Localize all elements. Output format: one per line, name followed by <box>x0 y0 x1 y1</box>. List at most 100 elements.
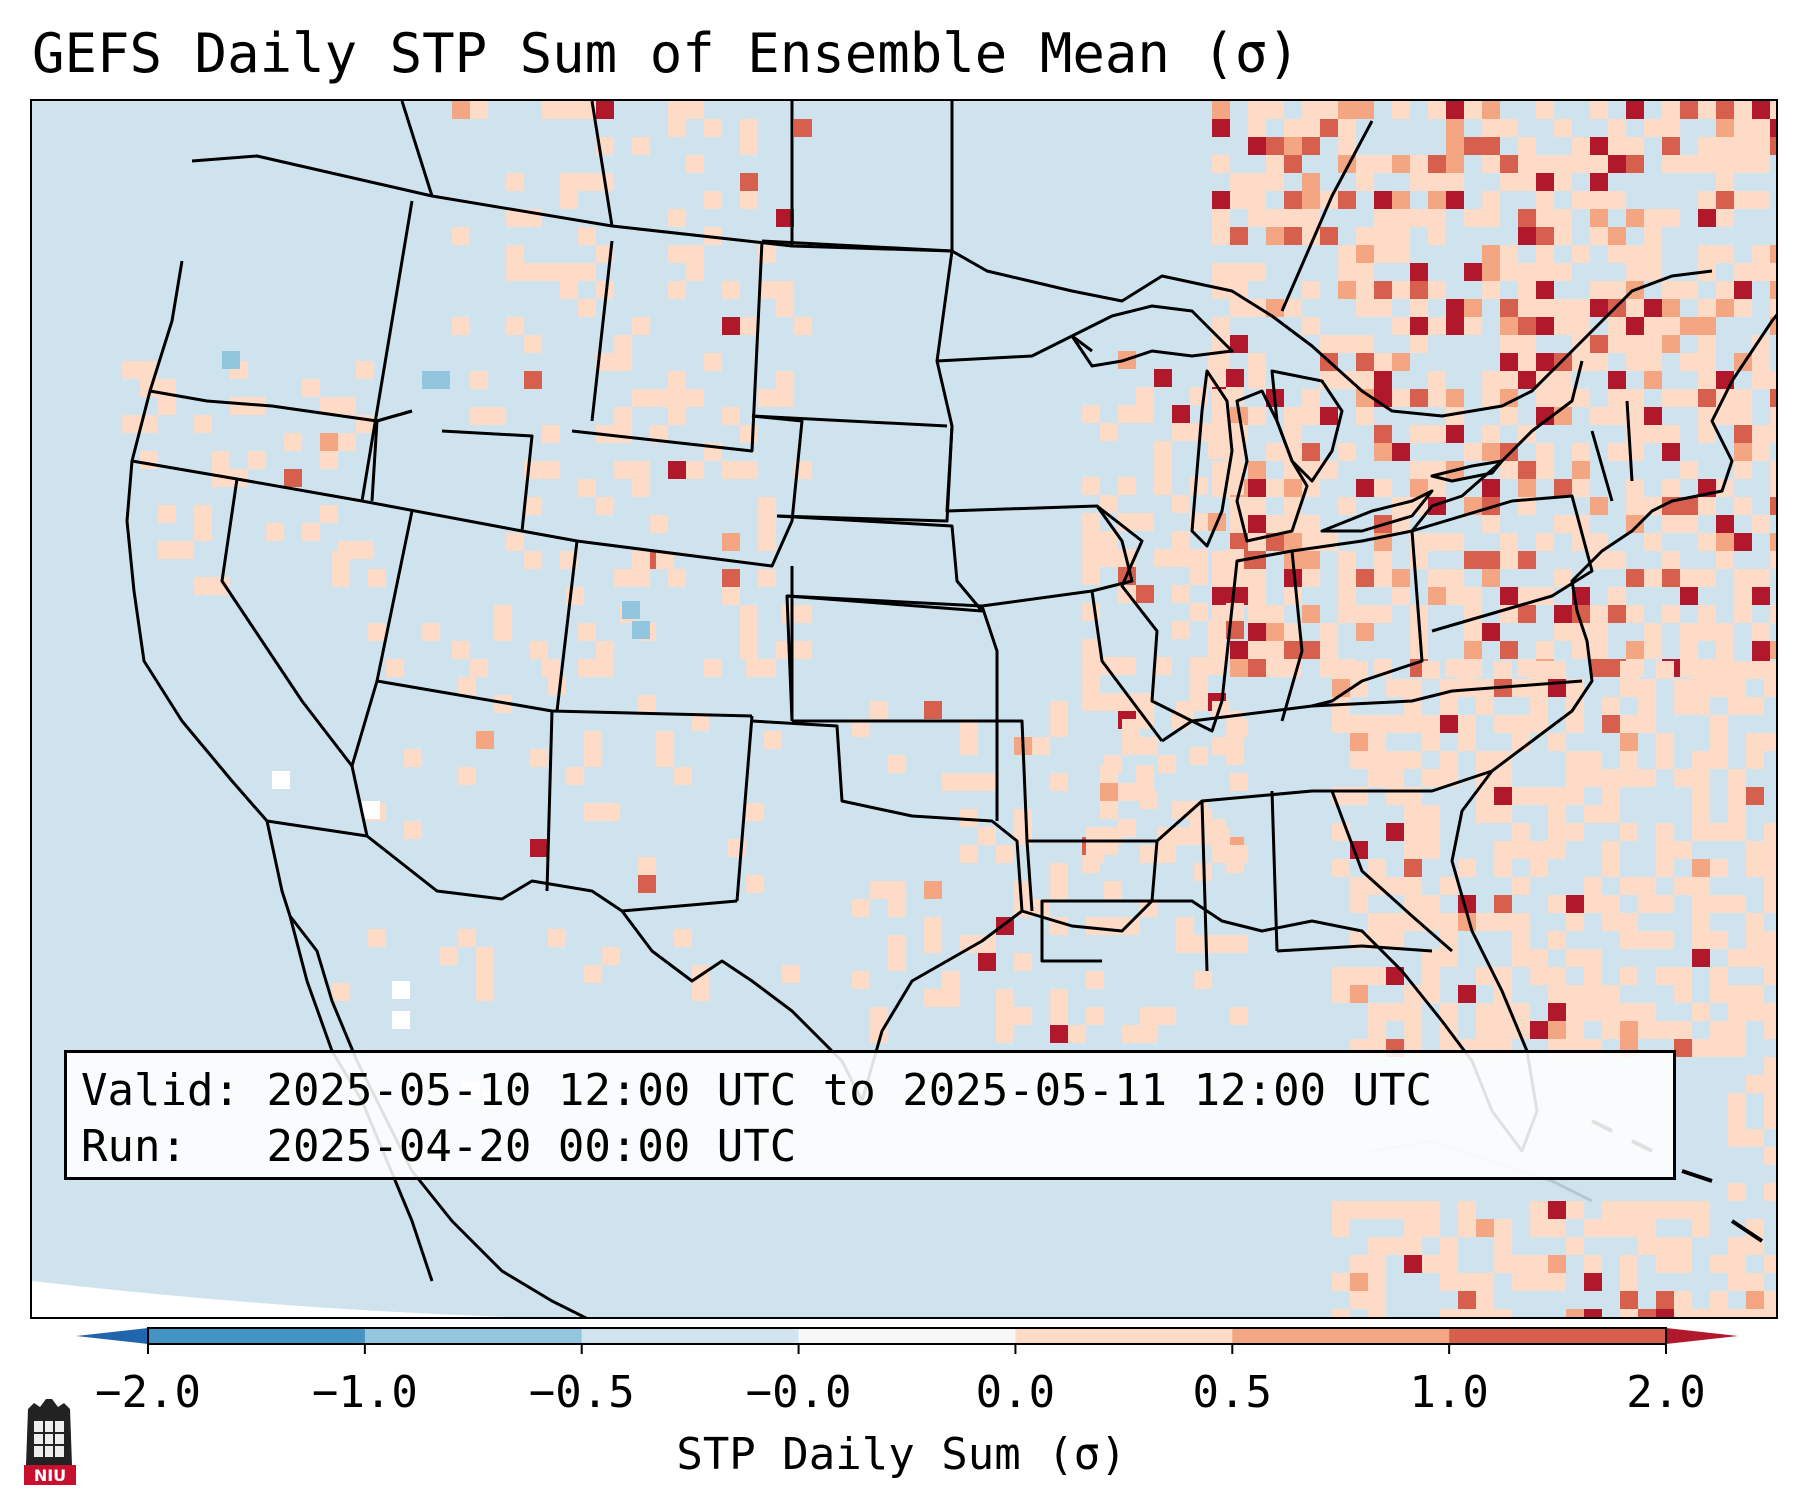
stp-cell <box>1422 661 1440 679</box>
stp-cell <box>1338 587 1356 605</box>
stp-cell <box>1494 805 1512 823</box>
stp-cell <box>1680 317 1698 335</box>
stp-cell <box>1626 389 1644 407</box>
stp-cell <box>1536 443 1554 461</box>
colorbar-bin-2 <box>581 1328 800 1344</box>
stp-cell <box>1422 715 1440 733</box>
stp-cell <box>1428 101 1446 119</box>
stp-cell <box>1716 551 1734 569</box>
stp-cell <box>1338 101 1356 119</box>
stp-cell <box>1356 623 1374 641</box>
stp-cell <box>1302 461 1320 479</box>
stp-cell <box>852 899 870 917</box>
colorbar-tick-label: 0.5 <box>1192 1367 1273 1418</box>
stp-cell <box>1284 119 1302 137</box>
stp-cell <box>1698 137 1716 155</box>
stp-cell <box>320 433 338 451</box>
stp-cell <box>1728 1039 1746 1057</box>
stp-cell <box>1302 443 1320 461</box>
stp-cell <box>1356 407 1374 425</box>
stp-cell <box>1620 751 1638 769</box>
stp-cell <box>1746 1075 1764 1093</box>
stp-cell <box>1590 227 1608 245</box>
stp-cell <box>194 505 212 523</box>
stp-cell <box>1638 1201 1656 1219</box>
run-time: 2025-04-20 00:00 UTC <box>266 1121 797 1172</box>
stp-cell <box>470 371 488 389</box>
stp-cell <box>1602 1201 1620 1219</box>
stp-cell <box>1770 281 1776 299</box>
stp-cell <box>1590 551 1608 569</box>
stp-cell <box>1212 101 1230 119</box>
stp-cell <box>1644 119 1662 137</box>
stp-cell <box>1770 533 1776 551</box>
stp-cell <box>1728 769 1746 787</box>
stp-cell <box>1428 227 1446 245</box>
stp-cell <box>1284 191 1302 209</box>
stp-cell <box>488 407 506 425</box>
colorbar-tick-label: −2.0 <box>95 1367 201 1418</box>
stp-cell <box>1584 985 1602 1003</box>
stp-cell <box>1284 209 1302 227</box>
stp-cell <box>1770 497 1776 515</box>
stp-cell <box>1770 371 1776 389</box>
stp-cell <box>1770 389 1776 407</box>
stp-cell <box>1338 191 1356 209</box>
stp-cell <box>1674 877 1692 895</box>
stp-cell <box>1082 639 1100 657</box>
stp-cell <box>1368 1021 1386 1039</box>
stp-cell <box>1446 101 1464 119</box>
stp-cell <box>1374 299 1392 317</box>
stp-cell <box>1212 605 1230 623</box>
stp-cell <box>1446 155 1464 173</box>
stp-cell <box>1680 497 1698 515</box>
stp-cell <box>584 749 602 767</box>
stp-cell <box>1422 985 1440 1003</box>
stp-cell <box>1656 1255 1674 1273</box>
stp-cell <box>1404 913 1422 931</box>
stp-cell <box>1710 1309 1728 1317</box>
stp-cell <box>1482 191 1500 209</box>
stp-cell <box>1212 209 1230 227</box>
stp-cell <box>1734 299 1752 317</box>
stp-cell <box>668 407 686 425</box>
stp-cell <box>1662 425 1680 443</box>
stp-cell <box>1350 733 1368 751</box>
stp-cell <box>1082 405 1100 423</box>
stp-cell <box>1734 137 1752 155</box>
stp-cell <box>1374 227 1392 245</box>
colorbar-label: STP Daily Sum (σ) <box>676 1429 1127 1480</box>
stp-cell <box>1692 1201 1710 1219</box>
stp-cell <box>1638 1309 1656 1317</box>
stp-cell <box>1692 1039 1710 1057</box>
stp-cell <box>1356 263 1374 281</box>
stp-cell <box>1404 1219 1422 1237</box>
stp-cell <box>524 335 542 353</box>
stp-cell <box>1386 823 1404 841</box>
stp-cell <box>1176 935 1194 953</box>
stp-cell <box>1338 443 1356 461</box>
stp-cell <box>1212 737 1230 755</box>
stp-cell <box>1190 549 1208 567</box>
stp-cell <box>1530 697 1548 715</box>
stp-cell <box>1386 967 1404 985</box>
stp-cell <box>1644 569 1662 587</box>
stp-cell <box>1512 877 1530 895</box>
stp-cell <box>1386 877 1404 895</box>
stp-cell <box>1728 1273 1746 1291</box>
stp-cell <box>1770 407 1776 425</box>
stp-cell <box>1674 1255 1692 1273</box>
stp-cell <box>1458 1273 1476 1291</box>
stp-cell <box>1428 209 1446 227</box>
stp-cell <box>1530 1255 1548 1273</box>
stp-cell <box>1410 281 1428 299</box>
stp-cell <box>1248 371 1266 389</box>
stp-cell <box>1644 335 1662 353</box>
stp-cell <box>1226 387 1244 405</box>
stp-cell <box>1172 621 1190 639</box>
stp-cell <box>614 353 632 371</box>
state-mo-ar-la <box>997 719 1159 963</box>
stp-cell <box>1374 209 1392 227</box>
stp-cell <box>1590 407 1608 425</box>
stp-cell <box>1572 155 1590 173</box>
